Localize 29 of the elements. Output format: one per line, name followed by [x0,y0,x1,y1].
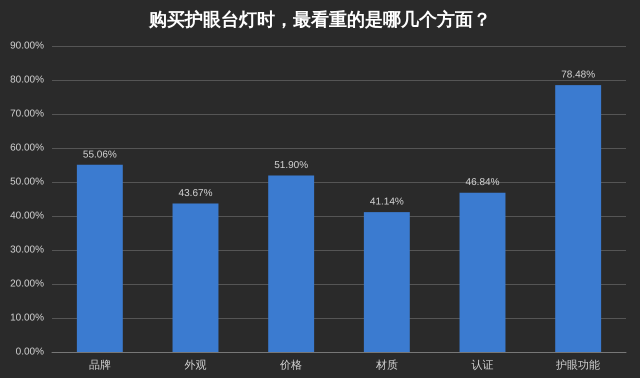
y-tick-label: 90.00% [10,40,44,52]
y-tick-label: 40.00% [10,210,44,222]
bar [364,212,410,352]
bar [76,164,123,352]
y-tick-label: 50.00% [10,176,44,188]
x-tick-label: 外观 [184,360,206,372]
bar [268,176,314,352]
y-tick-label: 70.00% [10,108,44,120]
y-tick-label: 10.00% [10,312,44,324]
bar [172,204,218,352]
y-tick-label: 80.00% [10,74,44,86]
x-tick-label: 护眼功能 [555,358,600,372]
x-tick-label: 材质 [374,358,398,372]
data-label: 55.06% [82,149,117,160]
x-tick-label: 价格 [279,360,302,372]
data-label: 46.84% [466,177,500,188]
y-tick-label: 20.00% [10,278,44,290]
data-label: 51.90% [274,160,308,172]
bar [460,192,506,352]
chart-title: 购买护眼台灯时，最看重的是哪几个方面？ [148,10,491,30]
x-tick-label: 品牌 [88,360,111,372]
bar [555,85,602,352]
data-label: 43.67% [178,188,213,200]
data-label: 41.14% [370,196,404,208]
y-tick-label: 30.00% [10,244,44,256]
y-tick-label: 60.00% [10,142,44,154]
x-tick-label: 认证 [472,360,494,372]
y-tick-label: 0.00% [16,346,44,358]
data-label: 78.48% [561,70,596,81]
